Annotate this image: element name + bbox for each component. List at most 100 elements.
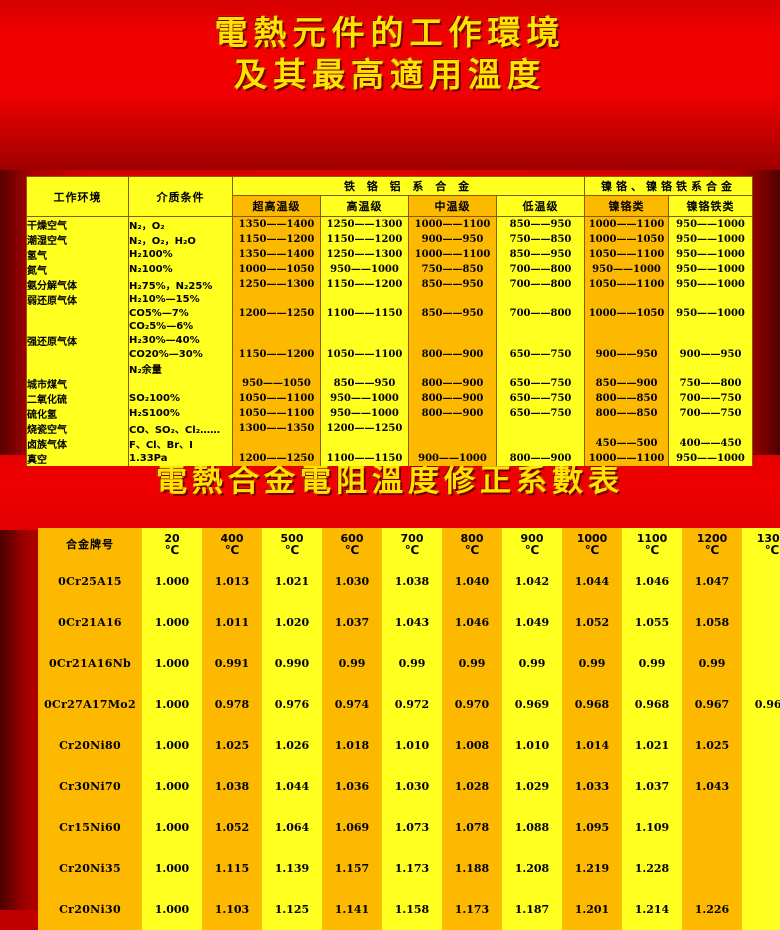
cell-temperature-range <box>232 436 321 451</box>
cell-media-condition: 1.33Pa <box>128 451 233 466</box>
cell-temperature-range <box>232 320 321 333</box>
cell-temperature-range <box>495 333 586 348</box>
cell-temperature-range: 900——1000 <box>408 451 497 466</box>
cell-correction-factor: 1.109 <box>622 807 682 848</box>
header-high-temp: 高温级 <box>320 195 409 217</box>
table-row: CO₂5%—6% <box>26 320 754 333</box>
table-row: Cr20Ni80 1.000 1.025 1.026 1.018 1.010 1.008 1.… <box>38 725 780 766</box>
header-temperature-value: 900 <box>520 532 544 545</box>
cell-temperature-range: 1150——1200 <box>320 277 409 292</box>
cell-temperature-range: 950——1000 <box>668 307 754 320</box>
cell-correction-factor: 1.010 <box>382 725 442 766</box>
table-row: 弱还原气体 H₂10%—15% <box>26 292 754 307</box>
cell-correction-factor: 0.967 <box>742 684 780 725</box>
cell-media-condition: H₂10%—15% <box>128 292 233 307</box>
cell-temperature-range: 850——950 <box>495 247 586 262</box>
cell-temperature-range: 850——950 <box>320 376 409 391</box>
cell-correction-factor: 1.040 <box>442 561 502 602</box>
cell-correction-factor: 0.99 <box>502 643 562 684</box>
header-temperature-value: 800 <box>460 532 484 545</box>
cell-temperature-range: 1150——1200 <box>320 232 409 247</box>
cell-temperature-range: 1000——1100 <box>584 216 670 232</box>
cell-temperature-range: 900——950 <box>668 348 754 361</box>
table-row: 潮湿空气 N₂，O₂，H₂O 1150——1200 1150——1200 900——95… <box>26 232 754 247</box>
cell-correction-factor: 0.969 <box>502 684 562 725</box>
cell-correction-factor: 1.115 <box>202 848 262 889</box>
cell-temperature-range: 750——800 <box>668 376 754 391</box>
cell-temperature-range: 1050——1100 <box>320 348 409 361</box>
cell-temperature-range: 1000——1100 <box>408 247 497 262</box>
degree-celsius-icon: ℃ <box>464 543 480 557</box>
cell-alloy-grade: Cr30Ni70 <box>38 766 142 807</box>
table-row: 0Cr25A15 1.000 1.013 1.021 1.030 1.038 1.040 1.… <box>38 561 780 602</box>
cell-temperature-range: 950——1000 <box>668 277 754 292</box>
cell-temperature-range: 950——1000 <box>584 262 670 277</box>
cell-correction-factor: 1.010 <box>502 725 562 766</box>
cell-temperature-range: 650——750 <box>495 376 586 391</box>
cell-correction-factor: 0.972 <box>382 684 442 725</box>
cell-temperature-range: 1050——1100 <box>584 247 670 262</box>
cell-temperature-range <box>584 292 670 307</box>
cell-temperature-range: 1200——1250 <box>232 307 321 320</box>
degree-celsius-icon: ℃ <box>704 543 720 557</box>
cell-correction-factor: 1.139 <box>262 848 322 889</box>
cell-temperature-range <box>232 361 321 376</box>
main-title-line1: 電熱元件的工作環境 <box>214 13 566 52</box>
cell-work-environment: 卤族气体 <box>26 436 129 451</box>
header-temperature-value: 1100 <box>636 532 668 545</box>
cell-alloy-grade: 0Cr27A17Mo2 <box>38 684 142 725</box>
header-temperature-500: 500 ℃ <box>262 528 322 561</box>
cell-temperature-range <box>408 436 497 451</box>
cell-temperature-range: 1200——1250 <box>232 451 321 466</box>
cell-work-environment: 二氧化硫 <box>26 391 129 406</box>
cell-temperature-range <box>668 320 754 333</box>
table1-group-header-row: 工作环境 介质条件 铁 铬 铝 系 合 金 镍铬、镍铬铁系合金 <box>26 176 754 217</box>
cell-alloy-grade: Cr20Ni80 <box>38 725 142 766</box>
cell-correction-factor: 1.046 <box>622 561 682 602</box>
cell-correction-factor: 1.095 <box>562 807 622 848</box>
table2-header-row: 合金牌号 20 ℃ 400 ℃ 500 ℃ 600 ℃ 700 ℃ 800 ℃ 900 ℃ 1000 ℃ 1100… <box>38 528 780 561</box>
cell-temperature-range: 700——750 <box>668 391 754 406</box>
header-media-condition: 介质条件 <box>128 176 233 217</box>
cell-correction-factor: 1.157 <box>322 848 382 889</box>
cell-temperature-range: 700——800 <box>495 277 586 292</box>
cell-correction-factor: 1.036 <box>322 766 382 807</box>
cell-work-environment <box>26 307 129 320</box>
cell-work-environment: 城市煤气 <box>26 376 129 391</box>
cell-media-condition: CO20%—30% <box>128 348 233 361</box>
cell-temperature-range: 700——800 <box>495 262 586 277</box>
cell-temperature-range: 1250——1300 <box>320 247 409 262</box>
cell-correction-factor: 1.018 <box>322 725 382 766</box>
cell-correction-factor <box>742 602 780 643</box>
header-temperature-600: 600 ℃ <box>322 528 382 561</box>
cell-temperature-range: 950——1000 <box>320 391 409 406</box>
header-low-temp: 低温级 <box>495 195 586 217</box>
cell-correction-factor: 1.000 <box>142 643 202 684</box>
cell-temperature-range: 950——1000 <box>668 451 754 466</box>
cell-temperature-range: 400——450 <box>668 436 754 451</box>
main-title: 電熱元件的工作環境 及其最高適用溫度 <box>0 12 780 96</box>
cell-correction-factor: 1.064 <box>262 807 322 848</box>
cell-correction-factor: 1.047 <box>682 561 742 602</box>
cell-correction-factor: 1.029 <box>502 766 562 807</box>
cell-work-environment: 干燥空气 <box>26 216 129 232</box>
cell-temperature-range: 800——900 <box>408 406 497 421</box>
cell-temperature-range <box>495 361 586 376</box>
header-temperature-value: 600 <box>340 532 364 545</box>
cell-correction-factor <box>742 561 780 602</box>
cell-work-environment: 强还原气体 <box>26 333 129 348</box>
cell-correction-factor: 0.967 <box>682 684 742 725</box>
cell-temperature-range <box>408 320 497 333</box>
header-temperature-1300: 1300℃ <box>742 528 780 561</box>
cell-correction-factor: 1.088 <box>502 807 562 848</box>
cell-correction-factor: 1.038 <box>382 561 442 602</box>
cell-correction-factor: 1.021 <box>262 561 322 602</box>
table-row: 卤族气体 F、Cl、Br、I 450——500 400——450 <box>26 436 754 451</box>
cell-temperature-range: 950——1000 <box>320 262 409 277</box>
background-top-banner <box>0 0 780 170</box>
cell-temperature-range <box>320 292 409 307</box>
cell-correction-factor: 1.030 <box>382 766 442 807</box>
cell-work-environment <box>26 348 129 361</box>
cell-work-environment <box>26 361 129 376</box>
cell-media-condition: N₂100% <box>128 262 233 277</box>
